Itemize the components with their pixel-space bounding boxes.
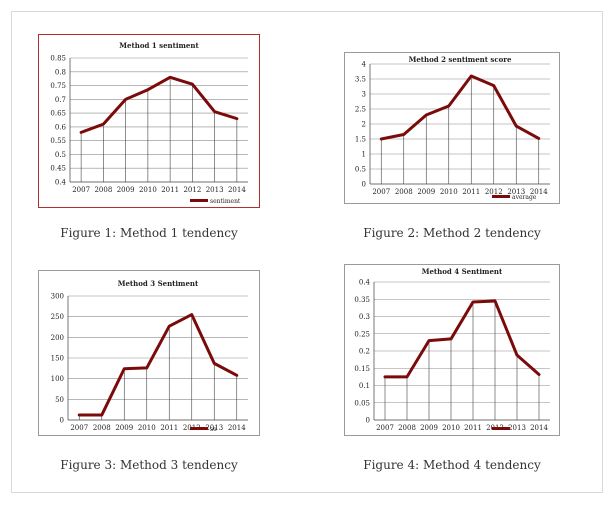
- figure-4-chart: Method 4 Sentiment 0.4 0.35 0.3 0.25 0.2 0.15 0…: [344, 264, 560, 436]
- y-tick-label: 1.5: [355, 136, 366, 144]
- y-tick-label: 300: [51, 293, 64, 301]
- x-tick-label: 2008: [398, 424, 416, 432]
- figure-2: Method 2 sentiment score 4 3.5 3 2.5 2 1.5 1 0.5…: [344, 52, 560, 204]
- y-tick-label: 2: [362, 121, 366, 129]
- chart-title: Method 2 sentiment score: [409, 55, 512, 64]
- y-tick-label: 0.5: [55, 151, 66, 159]
- y-tick-label: 0.1: [359, 382, 370, 390]
- x-tick-label: 2010: [442, 424, 460, 432]
- y-tick-label: 0.7: [55, 96, 66, 104]
- figure-1-caption: Figure 1: Method 1 tendency: [60, 226, 238, 240]
- y-tick-label: 50: [55, 396, 64, 404]
- series-line: [79, 75, 239, 134]
- y-tick-label: 0.3: [359, 313, 370, 321]
- page-frame: [11, 11, 603, 493]
- y-tick-label: 0.25: [354, 330, 370, 338]
- figure-3-caption: Figure 3: Method 3 tendency: [60, 458, 238, 472]
- y-tick-label: 0.5: [355, 166, 366, 174]
- x-tick-label: 2007: [376, 424, 394, 432]
- series-line: [77, 313, 239, 417]
- x-tick-label: 2011: [160, 424, 178, 432]
- x-tick-label: 2014: [228, 424, 246, 432]
- y-tick-label: 0.15: [354, 365, 370, 373]
- x-tick-label: 2012: [183, 186, 201, 194]
- chart-title: Method 1 sentiment: [119, 41, 199, 50]
- legend-label: average: [512, 194, 537, 201]
- x-tick-label: 2007: [372, 188, 390, 196]
- figure-3-chart: Method 3 Sentiment 300 250 200 150 100 50 0 2007…: [38, 270, 260, 436]
- x-tick-label: 2009: [117, 186, 135, 194]
- chart-frame: [344, 52, 560, 204]
- figure-4-caption: Figure 4: Method 4 tendency: [363, 458, 541, 472]
- x-tick-label: 2013: [205, 424, 223, 432]
- y-tick-label: 200: [51, 334, 64, 342]
- x-tick-label: 2010: [138, 424, 156, 432]
- figure-3: Method 3 Sentiment 300 250 200 150 100 50 0 2007…: [38, 270, 260, 436]
- y-tick-label: 100: [51, 375, 64, 383]
- y-tick-label: 1: [362, 151, 366, 159]
- figure-4: Method 4 Sentiment 0.4 0.35 0.3 0.25 0.2 0.15 0…: [344, 264, 560, 436]
- x-tick-label: 2013: [507, 188, 525, 196]
- y-tick-label: 0.55: [50, 137, 66, 145]
- x-tick-label: 2014: [228, 186, 246, 194]
- x-tick-label: 2011: [161, 186, 179, 194]
- y-tick-label: 0.75: [50, 82, 66, 90]
- y-tick-label: 0.05: [354, 399, 370, 407]
- chart-frame: [344, 264, 560, 436]
- y-tick-label: 4: [362, 61, 367, 69]
- y-tick-label: 0.35: [354, 296, 370, 304]
- x-tick-label: 2008: [93, 424, 111, 432]
- chart-title: Method 3 Sentiment: [118, 279, 199, 288]
- y-tick-label: 0: [60, 417, 64, 425]
- x-tick-label: 2008: [94, 186, 112, 194]
- x-tick-label: 2010: [139, 186, 157, 194]
- x-tick-label: 2014: [530, 188, 548, 196]
- y-tick-label: 0: [366, 417, 370, 425]
- x-tick-label: 2011: [462, 188, 480, 196]
- chart-frame: [38, 34, 260, 208]
- y-tick-label: 150: [51, 355, 64, 363]
- series-line: [379, 74, 541, 141]
- y-tick-label: 0.4: [55, 179, 67, 187]
- legend-label: se: [210, 426, 217, 433]
- chart-title: Method 4 Sentiment: [422, 267, 503, 276]
- y-tick-label: 3.5: [355, 76, 366, 84]
- x-tick-label: 2009: [420, 424, 438, 432]
- y-tick-label: 0.85: [50, 55, 66, 63]
- figure-1-chart: Method 1 sentiment 0.85 0.8 0.75 0.7 0.65 0.6 0…: [38, 34, 260, 208]
- x-tick-label: 2007: [72, 186, 90, 194]
- x-tick-label: 2008: [395, 188, 413, 196]
- series-line: [383, 299, 541, 379]
- x-tick-label: 2009: [417, 188, 435, 196]
- y-tick-label: 0.2: [359, 348, 370, 356]
- x-tick-label: 2013: [206, 186, 224, 194]
- y-tick-label: 0.65: [50, 110, 66, 118]
- figure-2-caption: Figure 2: Method 2 tendency: [363, 226, 541, 240]
- y-tick-label: 0.4: [359, 279, 371, 287]
- figure-1: Method 1 sentiment 0.85 0.8 0.75 0.7 0.65 0.6 0…: [38, 34, 260, 208]
- chart-frame: [38, 270, 260, 436]
- x-tick-label: 2011: [464, 424, 482, 432]
- legend-label: sentiment: [210, 198, 241, 205]
- x-tick-label: 2010: [440, 188, 458, 196]
- x-tick-label: 2014: [530, 424, 548, 432]
- y-tick-label: 0.8: [55, 68, 66, 76]
- y-tick-label: 2.5: [355, 106, 366, 114]
- y-tick-label: 250: [51, 313, 64, 321]
- x-tick-label: 2009: [115, 424, 133, 432]
- x-tick-label: 2013: [508, 424, 526, 432]
- y-tick-label: 0.6: [55, 123, 67, 131]
- y-tick-label: 3: [362, 91, 366, 99]
- y-tick-label: 0: [362, 181, 366, 189]
- x-tick-label: 2012: [485, 188, 503, 196]
- figure-2-chart: Method 2 sentiment score 4 3.5 3 2.5 2 1.5 1 0.5…: [344, 52, 560, 204]
- y-tick-label: 0.45: [50, 165, 66, 173]
- x-tick-label: 2007: [70, 424, 88, 432]
